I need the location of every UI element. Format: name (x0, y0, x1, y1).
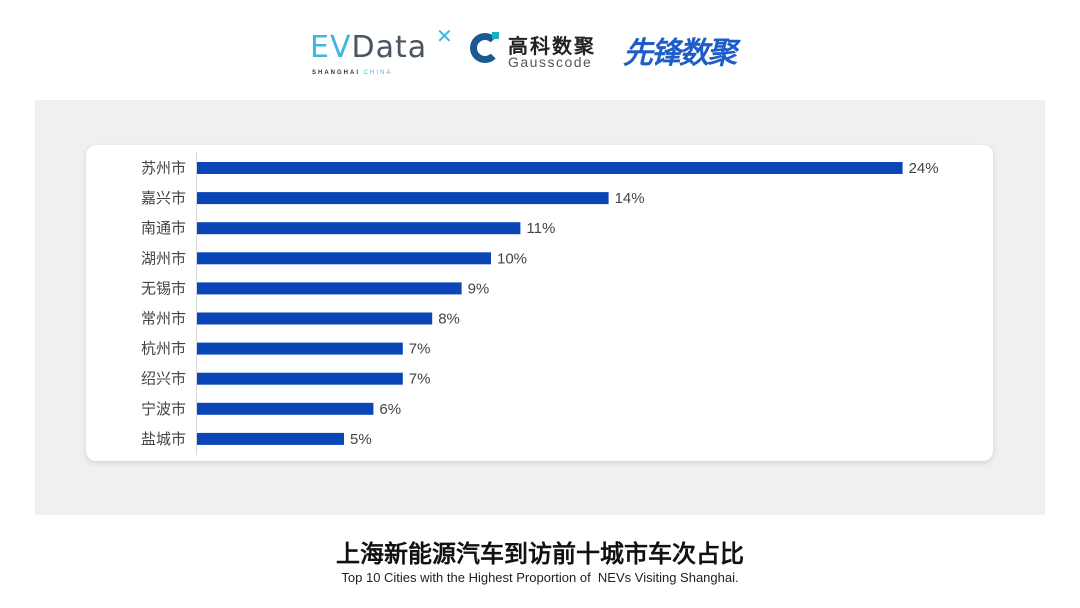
chart-subtitle: Top 10 Cities with the Highest Proportio… (341, 570, 739, 585)
bar (197, 312, 433, 325)
category-label: 湖州市 (141, 249, 186, 267)
bar (197, 402, 374, 415)
data-label: 9% (468, 280, 490, 297)
bar (197, 432, 344, 445)
bar (197, 252, 491, 265)
category-label: 杭州市 (141, 340, 186, 358)
data-label: 14% (615, 190, 645, 207)
evdata-logo: EVData ✕ SHANGHAI CHINA (310, 26, 453, 76)
gausscode-en: Gausscode (508, 54, 593, 70)
data-label: 10% (497, 250, 527, 267)
evdata-logo-data: Data (351, 30, 428, 65)
gausscode-mark-icon (470, 33, 500, 63)
bar (197, 342, 403, 355)
evdata-tagline: SHANGHAI (312, 70, 361, 76)
bar (197, 372, 403, 385)
data-label: 7% (409, 341, 431, 358)
chart-title: 上海新能源汽车到访前十城市车次占比 (336, 540, 744, 568)
category-label: 嘉兴市 (141, 189, 186, 207)
data-label: 5% (350, 431, 372, 448)
bar (197, 222, 521, 235)
data-label: 6% (379, 401, 401, 418)
category-label: 盐城市 (141, 430, 186, 448)
gausscode-square-icon (492, 32, 499, 39)
evdata-tagline-china: CHINA (363, 70, 393, 76)
xianfeng-logo: 先锋数聚 (623, 36, 737, 71)
logo-bar: EVData ✕ SHANGHAI CHINA 高科数聚 Gausscode 先… (0, 24, 1080, 76)
category-label: 宁波市 (141, 400, 186, 418)
category-label: 常州市 (141, 310, 186, 328)
category-label: 苏州市 (141, 159, 186, 177)
bar (197, 282, 462, 295)
data-label: 7% (409, 371, 431, 388)
x-mark-icon: ✕ (436, 26, 453, 48)
data-label: 11% (526, 220, 555, 237)
category-label: 无锡市 (141, 279, 186, 297)
bar (197, 192, 609, 205)
category-label: 绍兴市 (141, 370, 186, 388)
evdata-logo-ev: EV (310, 30, 352, 65)
bar (197, 162, 903, 174)
category-label: 南通市 (141, 219, 186, 237)
gausscode-cn: 高科数聚 (508, 34, 596, 58)
data-label: 8% (438, 311, 460, 328)
data-label: 24% (909, 160, 939, 177)
